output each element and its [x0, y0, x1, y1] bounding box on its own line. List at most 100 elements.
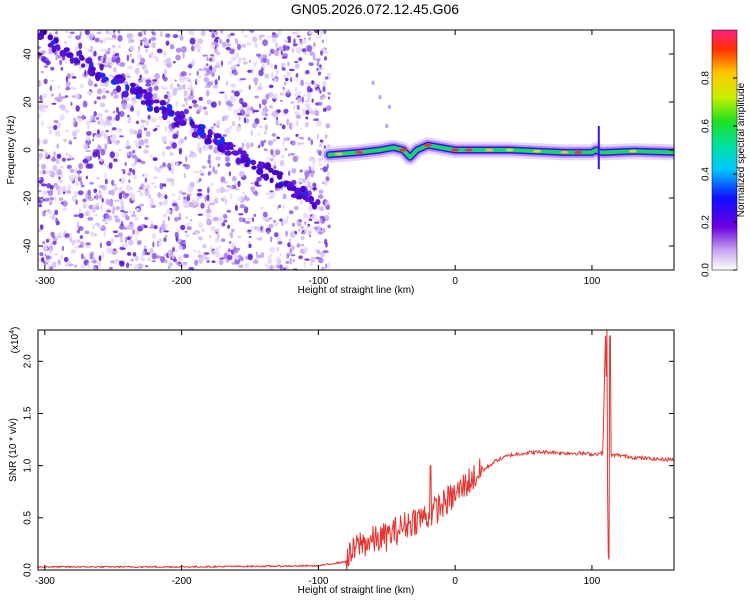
noise-blob: [124, 213, 129, 219]
trace-blob: [224, 150, 232, 156]
noise-blob: [182, 163, 187, 167]
noise-blob: [101, 197, 104, 203]
noise-blob: [213, 199, 219, 204]
trace-blob: [162, 113, 168, 121]
noise-blob: [53, 174, 59, 177]
noise-blob: [257, 226, 260, 233]
noise-blob: [152, 79, 158, 82]
noise-blob: [300, 39, 303, 44]
noise-blob: [117, 30, 121, 35]
noise-blob: [88, 198, 94, 201]
noise-blob: [178, 255, 183, 263]
noise-blob: [308, 62, 314, 66]
noise-blob: [232, 56, 235, 60]
noise-blob: [322, 107, 327, 112]
noise-blob: [215, 36, 220, 40]
noise-blob: [229, 71, 232, 77]
noise-blob: [71, 76, 77, 79]
noise-blob: [164, 224, 168, 228]
noise-blob: [211, 250, 217, 256]
noise-blob: [143, 41, 150, 47]
noise-blob: [250, 186, 254, 193]
noise-blob: [322, 250, 329, 254]
noise-blob: [163, 199, 168, 206]
noise-blob: [245, 256, 248, 260]
noise-blob: [107, 31, 112, 36]
noise-blob: [253, 225, 259, 231]
noise-blob: [128, 116, 131, 121]
noise-blob: [82, 114, 85, 120]
noise-blob: [164, 194, 168, 200]
noise-blob: [234, 204, 238, 211]
noise-blob: [95, 205, 100, 211]
trace-blob: [207, 129, 213, 136]
noise-blob: [188, 266, 195, 270]
noise-blob: [96, 261, 102, 266]
trace-blob: [47, 34, 54, 41]
noise-blob: [143, 138, 149, 144]
noise-blob: [251, 217, 255, 223]
noise-blob: [218, 38, 223, 44]
noise-blob: [320, 30, 323, 36]
noise-blob: [305, 100, 310, 103]
noise-blob: [86, 155, 91, 161]
noise-blob: [282, 86, 286, 90]
snr-x-axis: -300 -200 -100 0 100: [35, 330, 601, 587]
noise-blob: [327, 96, 331, 100]
noise-blob: [198, 147, 202, 155]
noise-blob: [229, 49, 235, 55]
noise-blob: [247, 240, 250, 244]
noise-blob: [71, 195, 77, 202]
trace-blob: [39, 30, 44, 37]
noise-blob: [85, 163, 92, 169]
noise-blob: [198, 105, 203, 110]
noise-blob: [56, 143, 60, 149]
trace-blob: [161, 107, 168, 113]
noise-blob: [174, 216, 179, 222]
spectrogram-x-axis: -300 -200 -100 0 100: [35, 30, 601, 287]
noise-blob: [133, 140, 137, 143]
noise-blob: [162, 183, 167, 187]
noise-blob: [242, 57, 246, 61]
noise-blob: [100, 161, 104, 165]
noise-blob: [52, 164, 58, 172]
noise-blob: [115, 206, 120, 211]
noise-blob: [271, 36, 277, 43]
noise-blob: [196, 79, 200, 82]
noise-blob: [276, 247, 279, 252]
noise-blob: [118, 148, 122, 152]
noise-blob: [142, 37, 148, 43]
noise-blob: [148, 194, 152, 200]
noise-blob: [184, 201, 187, 204]
noise-blob: [96, 88, 103, 95]
noise-blob: [206, 56, 209, 62]
noise-blob: [180, 224, 186, 231]
noise-blob: [135, 120, 140, 125]
noise-blob: [153, 176, 158, 179]
noise-blob: [92, 138, 95, 142]
noise-blob: [294, 87, 298, 92]
noise-blob: [275, 116, 279, 121]
trace-blob: [222, 143, 228, 149]
y-tick-label: 1.0: [23, 458, 34, 472]
trace-blob: [121, 90, 129, 98]
noise-blob: [324, 201, 330, 206]
noise-blob: [110, 130, 113, 134]
noise-blob: [159, 30, 163, 38]
noise-blob: [252, 260, 259, 264]
noise-blob: [66, 190, 72, 194]
noise-blob: [127, 172, 132, 176]
noise-blob: [65, 129, 70, 133]
noise-blob: [200, 173, 205, 176]
noise-blob: [198, 68, 204, 71]
noise-blob: [183, 89, 188, 97]
noise-blob: [177, 84, 184, 91]
noise-blob: [169, 44, 175, 50]
noise-blob: [166, 57, 172, 65]
noise-blob: [319, 139, 324, 143]
noise-blob: [218, 75, 221, 81]
noise-blob: [167, 162, 172, 170]
noise-blob: [110, 237, 115, 244]
noise-blob: [122, 247, 126, 250]
noise-blob: [122, 243, 128, 248]
